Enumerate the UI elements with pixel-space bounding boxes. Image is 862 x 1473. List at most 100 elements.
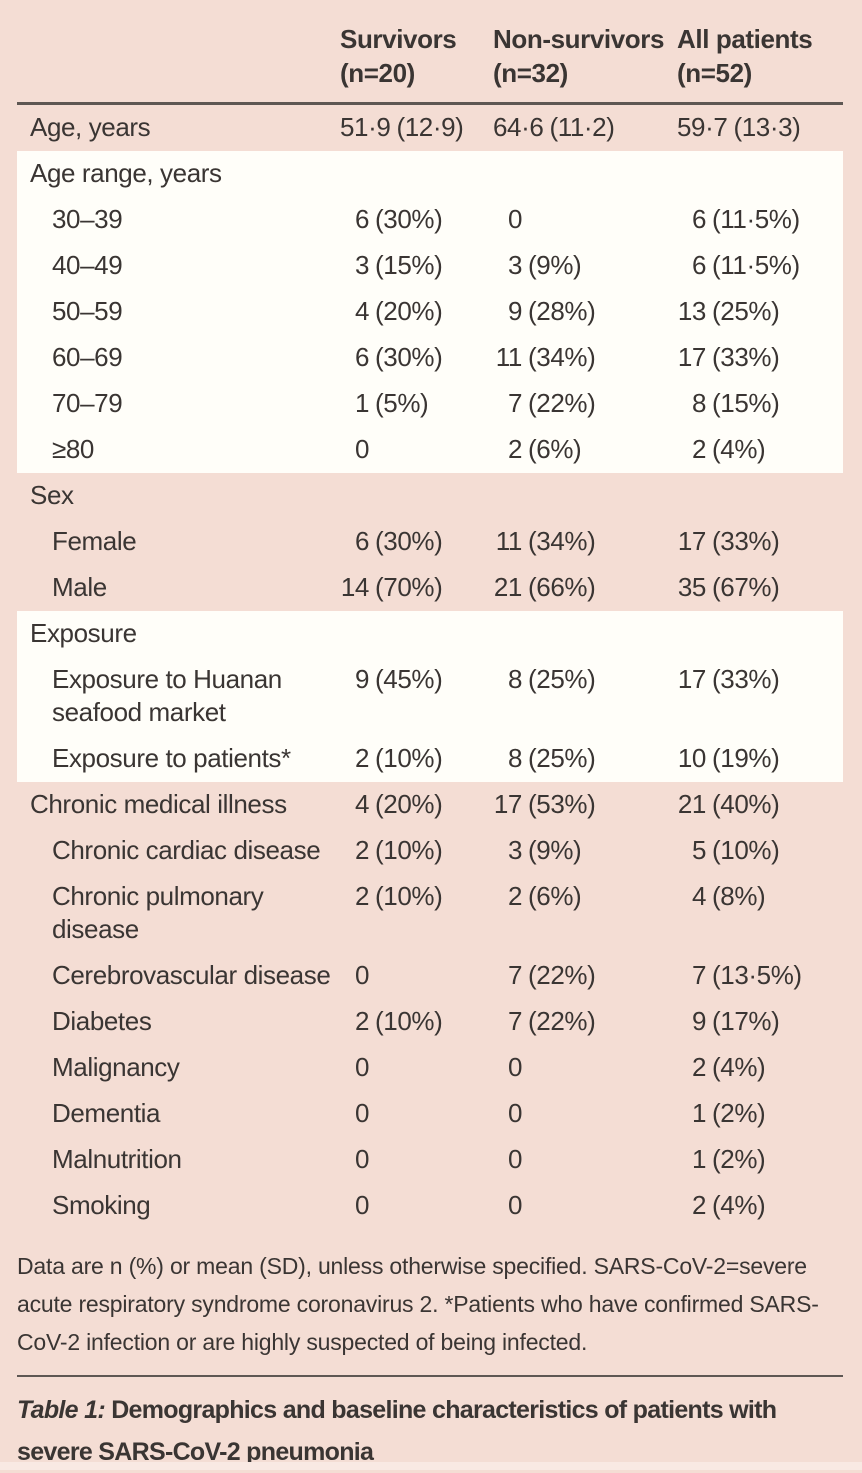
row-label: ≥80 [52, 434, 94, 464]
table-row: ≥80 0 2 (6%) 2 (4%) [17, 427, 843, 473]
table-row: 60–69 6 (30%) 11 (34%) 17 (33%) [17, 335, 843, 381]
cell-percent: (22%) [528, 1006, 596, 1036]
cell-percent: (12·9) [396, 112, 464, 142]
cell-number: 59·7 [677, 112, 728, 142]
cell-number: 6 [354, 526, 369, 556]
cell-number: 4 [354, 789, 369, 819]
col-header-line: Non-survivors [493, 24, 665, 54]
cell-value: 6 (11·5%) [677, 249, 843, 282]
cell-number: 7 [507, 1006, 522, 1036]
cell-value: 59·7 (13·3) [677, 111, 843, 144]
cell-number: 6 [354, 342, 369, 372]
cell-number: 14 [340, 572, 370, 602]
cell-value: 3 (15%) [340, 249, 493, 282]
table-row: 30–39 6 (30%) 0 6 (11·5%) [17, 197, 843, 243]
cell-value: 6 (30%) [340, 203, 493, 236]
section-title-row: Exposure [17, 611, 843, 657]
cell-number: 1 [691, 1144, 706, 1174]
table-row: Malignancy 0 0 2 (4%) [17, 1045, 843, 1091]
section-group-4: Chronic medical illness 4 (20%) 17 (53%) 21 (4… [17, 782, 843, 1229]
cell-value: 0 [340, 433, 493, 466]
cell-percent: (4%) [712, 434, 766, 464]
table-caption-label: Table 1: [17, 1396, 106, 1424]
cell-percent: (15%) [375, 250, 443, 280]
col-header-line: All patients [677, 24, 813, 54]
cell-percent: (25%) [528, 743, 596, 773]
cell-number: 17 [677, 342, 707, 372]
row-label: Male [52, 572, 107, 602]
cell-percent: (9%) [528, 250, 582, 280]
table-caption: Table 1: Demographics and baseline chara… [17, 1389, 817, 1473]
table-header: Survivors (n=20) Non-survivors (n=32) Al… [17, 22, 843, 105]
cell-number: 0 [507, 1098, 522, 1128]
cell-value: 13 (25%) [677, 295, 843, 328]
cell-value: 2 (4%) [677, 433, 843, 466]
cell-value: 1 (2%) [677, 1143, 843, 1176]
cell-percent: (30%) [375, 204, 443, 234]
cell-value: 6 (30%) [340, 341, 493, 374]
section-age-range-years: Age range, years 30–39 6 (30%) 0 6 (11·5%) 40–4… [17, 151, 843, 473]
col-header-survivors: Survivors (n=20) [340, 22, 493, 90]
cell-number: 17 [493, 789, 523, 819]
cell-number: 2 [691, 434, 706, 464]
cell-number: 2 [507, 434, 522, 464]
cell-percent: (4%) [712, 1052, 766, 1082]
cell-value: 2 (10%) [340, 880, 493, 913]
cell-percent: (33%) [712, 342, 780, 372]
cell-percent: (11·2) [549, 112, 615, 142]
cell-number: 9 [691, 1006, 706, 1036]
row-label: Chronic pulmonary disease [52, 881, 264, 944]
col-header-line: Survivors [340, 24, 457, 54]
row-label: Dementia [52, 1098, 161, 1128]
row-label: Age, years [30, 112, 151, 142]
table-caption-text: Demographics and baseline characteristic… [17, 1396, 777, 1466]
cell-percent: (67%) [712, 572, 780, 602]
table-row: Dementia 0 0 1 (2%) [17, 1091, 843, 1137]
col-header-all-patients: All patients (n=52) [677, 22, 843, 90]
cell-value: 17 (53%) [493, 788, 677, 821]
cell-number: 51·9 [340, 112, 391, 142]
section-title: Age range, years [30, 158, 222, 188]
section-title-row: Age range, years [17, 151, 843, 197]
cell-percent: (30%) [375, 526, 443, 556]
cell-percent: (22%) [528, 960, 596, 990]
cell-percent: (8%) [712, 881, 766, 911]
table-row: Chronic cardiac disease 2 (10%) 3 (9%) 5 (10%) [17, 828, 843, 874]
cell-value: 7 (13·5%) [677, 959, 843, 992]
col-header-line: (n=52) [677, 58, 752, 88]
cell-percent: (13·3) [733, 112, 801, 142]
cell-value: 2 (4%) [677, 1189, 843, 1222]
cell-value: 2 (4%) [677, 1051, 843, 1084]
cell-value: 0 [493, 1189, 677, 1222]
cell-number: 0 [507, 1190, 522, 1220]
cell-number: 6 [691, 204, 706, 234]
cell-number: 2 [507, 881, 522, 911]
table-row: Exposure to patients* 2 (10%) 8 (25%) 10 (19%) [17, 736, 843, 782]
table-row: Age, years 51·9 (12·9) 64·6 (11·2) 59·7 (13·3) [17, 105, 843, 151]
row-label: Diabetes [52, 1006, 152, 1036]
cell-number: 0 [354, 1144, 369, 1174]
cell-percent: (34%) [528, 342, 596, 372]
cell-number: 2 [354, 835, 369, 865]
cell-percent: (33%) [712, 526, 780, 556]
cell-value: 11 (34%) [493, 525, 677, 558]
cell-percent: (11·5%) [712, 204, 800, 234]
caption-rule [17, 1375, 843, 1377]
cell-percent: (25%) [528, 664, 596, 694]
cell-value: 0 [493, 203, 677, 236]
cell-number: 4 [354, 296, 369, 326]
table-row: Male 14 (70%) 21 (66%) 35 (67%) [17, 565, 843, 611]
table-row: Cerebrovascular disease 0 7 (22%) 7 (13·5%) [17, 953, 843, 999]
row-label: Smoking [52, 1190, 151, 1220]
table1-demographics: Survivors (n=20) Non-survivors (n=32) Al… [17, 0, 843, 1473]
cell-number: 2 [354, 743, 369, 773]
cell-number: 0 [507, 1052, 522, 1082]
cell-percent: (6%) [528, 434, 582, 464]
cell-number: 3 [354, 250, 369, 280]
row-label: Exposure to Huanan seafood market [52, 664, 282, 727]
cell-percent: (6%) [528, 881, 582, 911]
cell-value: 0 [340, 1097, 493, 1130]
cell-value: 4 (8%) [677, 880, 843, 913]
cell-percent: (15%) [712, 388, 780, 418]
col-header-empty [17, 22, 340, 90]
